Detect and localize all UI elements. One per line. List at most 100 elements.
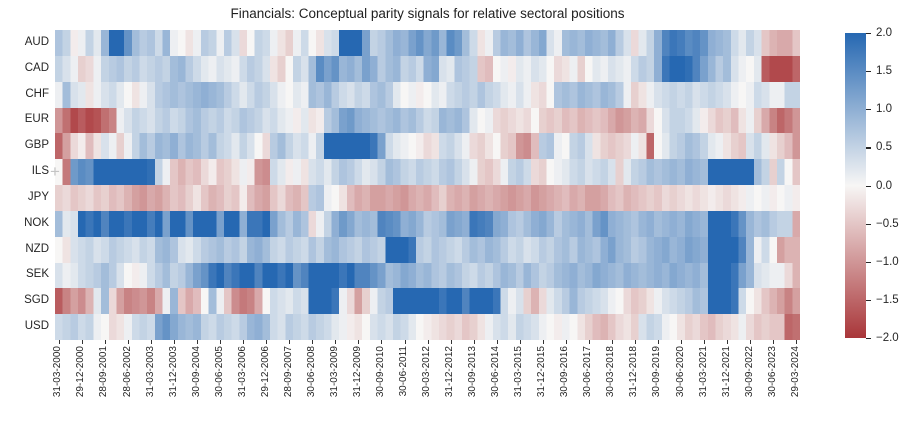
x-tick-label: 30-06-2011 <box>398 346 409 397</box>
heatmap-row-CAD <box>55 55 800 83</box>
x-tick-mark <box>381 340 383 344</box>
x-tick-mark <box>427 340 429 344</box>
x-tick-label: 31-03-2015 <box>513 346 525 398</box>
heatmap-row-JPY <box>55 185 800 212</box>
x-tick-mark <box>312 340 314 344</box>
y-tick-label-USD: USD <box>24 320 49 333</box>
x-tick-mark <box>151 340 152 344</box>
y-tick-label-NZD: NZD <box>25 242 49 255</box>
x-tick-label: 30-03-2012 <box>421 346 432 398</box>
x-tick-mark <box>727 340 728 344</box>
x-tick-label: 30-09-2022 <box>743 346 755 398</box>
y-tick-label-EUR: EUR <box>24 113 49 126</box>
heatmap-row-SGD <box>55 288 800 315</box>
x-tick-label: 31-03-2003 <box>144 346 156 398</box>
heatmap-row-CHF <box>55 81 800 108</box>
colorbar-tick-label: −1.0 <box>876 255 899 268</box>
x-tick-label: 30-03-2018 <box>605 346 617 398</box>
x-tick-mark <box>542 340 544 344</box>
y-tick-label-SGD: SGD <box>24 294 49 307</box>
colorbar-tick-mark <box>866 147 871 149</box>
x-tick-label: 31-12-2012 <box>444 346 455 398</box>
colorbar-tick-mark <box>866 109 871 111</box>
x-tick-label: 31-12-2003 <box>167 346 179 398</box>
x-tick-mark <box>657 340 659 344</box>
x-tick-mark <box>704 340 705 344</box>
x-tick-label: 29-12-2006 <box>259 346 271 398</box>
heatmap <box>55 30 800 341</box>
x-tick-mark <box>611 340 613 344</box>
colorbar: 2.0 1.5 1.0 0.5 0.0 −0.5 −1.0 −1.5 −2.0 <box>845 27 899 344</box>
x-tick-label: 31-12-2021 <box>720 346 732 398</box>
y-tick-label-CAD: CAD <box>24 61 49 74</box>
x-tick-label: 31-12-2018 <box>628 346 640 398</box>
x-tick-mark <box>565 340 567 344</box>
x-tick-label: 30-06-2005 <box>213 346 225 398</box>
heatmap-row-NZD <box>55 236 800 263</box>
x-tick-mark <box>773 340 775 344</box>
heatmap-row-AUD <box>55 30 800 57</box>
x-tick-mark <box>750 340 752 344</box>
plus-marker: + <box>50 162 60 181</box>
heatmap-row-GBP <box>55 133 800 160</box>
x-tick-label: 29-12-2000 <box>75 346 87 398</box>
heatmap-row-SEK <box>55 262 800 289</box>
x-tick-mark <box>335 340 337 344</box>
y-tick-label-GBP: GBP <box>24 139 49 152</box>
x-tick-mark <box>266 340 268 344</box>
heatmap-row-USD <box>55 314 800 341</box>
x-tick-label: 28-09-2007 <box>282 346 294 398</box>
colorbar-tick-mark <box>866 338 871 340</box>
x-axis: 31-03-2000 29-12-2000 28-09-2001 28-06-2002… <box>52 340 801 410</box>
x-tick-mark <box>81 340 83 344</box>
x-tick-mark <box>220 340 222 344</box>
colorbar-tick-label: −2.0 <box>876 332 899 344</box>
x-tick-mark <box>289 340 291 344</box>
colorbar-tick-label: 0.5 <box>876 141 892 154</box>
colorbar-tick-label: −0.5 <box>876 217 899 230</box>
y-tick-label-NOK: NOK <box>24 216 49 229</box>
x-tick-mark <box>496 340 498 344</box>
x-tick-mark <box>174 340 175 344</box>
x-tick-mark <box>104 340 106 344</box>
x-tick-mark <box>588 340 590 344</box>
y-tick-label-SEK: SEK <box>25 268 49 281</box>
x-tick-label: 31-03-2000 <box>52 346 64 398</box>
x-tick-label: 30-06-2020 <box>674 346 686 398</box>
x-tick-label: 28-09-2001 <box>98 346 110 398</box>
y-tick-label-ILS: ILS <box>31 165 49 178</box>
x-tick-mark <box>404 340 406 344</box>
colorbar-tick-label: −1.5 <box>876 293 899 306</box>
x-tick-label: 30-09-2004 <box>190 346 202 398</box>
y-tick-label-JPY: JPY <box>27 190 49 203</box>
x-tick-mark <box>243 340 245 344</box>
x-tick-label: 30-09-2010 <box>374 346 386 398</box>
x-tick-label: 30-06-2023 <box>766 346 778 398</box>
x-tick-label: 30-09-2016 <box>559 346 571 398</box>
x-tick-mark <box>519 340 521 344</box>
x-tick-label: 30-09-2019 <box>651 346 663 398</box>
y-tick-label-CHF: CHF <box>25 87 49 100</box>
heatmap-row-NOK <box>55 210 800 238</box>
x-tick-mark <box>58 340 60 344</box>
heatmap-row-EUR <box>55 107 800 134</box>
colorbar-tick-label: 1.0 <box>876 103 892 116</box>
colorbar-gradient <box>845 33 866 338</box>
colorbar-tick-mark <box>866 185 871 187</box>
colorbar-tick-mark <box>866 71 871 73</box>
x-tick-label: 29-03-2024 <box>789 346 801 398</box>
chart-title: Financials: Conceptual parity signals fo… <box>230 6 625 21</box>
x-tick-mark <box>796 340 798 344</box>
x-tick-mark <box>358 340 360 344</box>
x-tick-mark <box>473 340 475 344</box>
x-tick-label: 31-03-2021 <box>697 346 709 398</box>
y-tick-label-AUD: AUD <box>24 35 49 48</box>
x-tick-label: 31-03-2006 <box>236 346 248 398</box>
x-tick-mark <box>634 340 636 344</box>
x-tick-label: 31-12-2009 <box>351 346 363 398</box>
x-tick-mark <box>450 340 452 344</box>
x-tick-label: 30-06-2008 <box>305 346 317 398</box>
heatmap-row-ILS <box>55 159 800 186</box>
x-tick-label: 31-12-2015 <box>536 346 548 398</box>
